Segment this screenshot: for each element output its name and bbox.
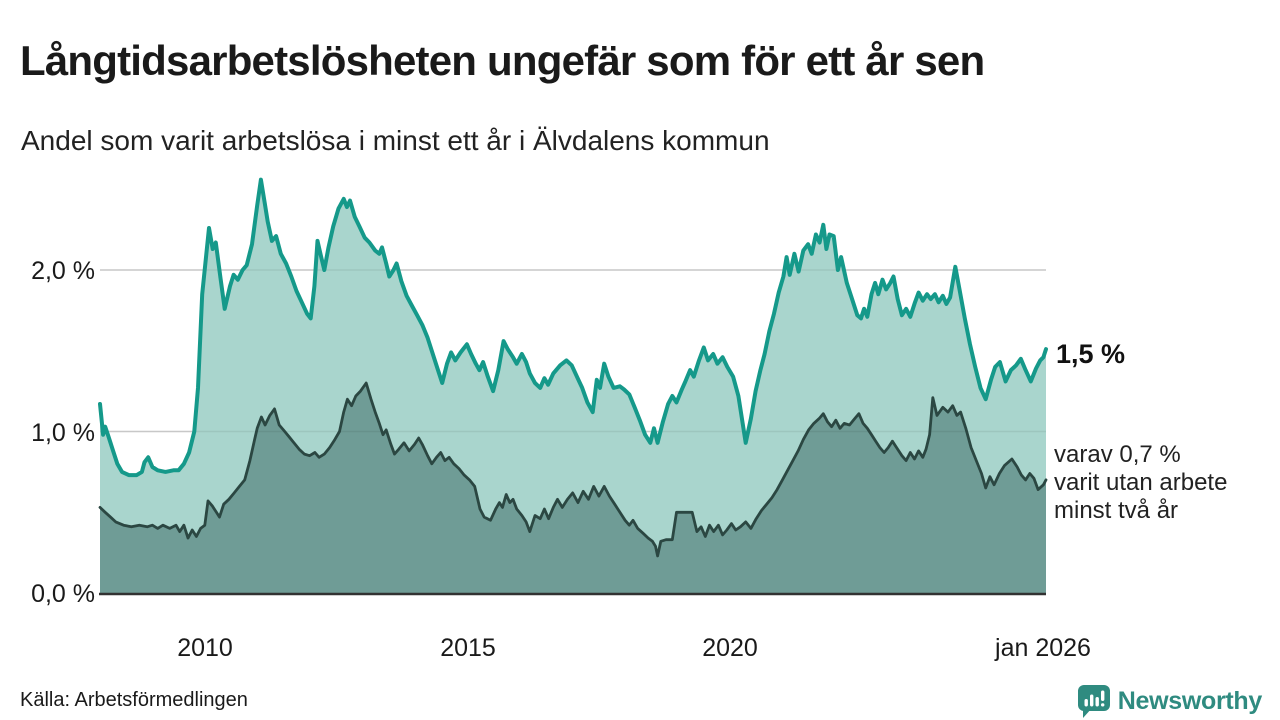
end-value-label: 1,5 % (1056, 339, 1126, 369)
x-tick-2015: 2015 (440, 634, 496, 662)
series-two-annotation: varav 0,7 % varit utan arbete minst två … (1054, 441, 1228, 524)
newsworthy-logo: Newsworthy (1077, 684, 1262, 719)
x-tick-2010: 2010 (177, 634, 233, 662)
y-tick-0: 0,0 % (31, 580, 95, 608)
x-tick-2020: 2020 (702, 634, 758, 662)
newsworthy-logo-icon (1077, 685, 1110, 718)
source-text: Källa: Arbetsförmedlingen (20, 689, 248, 711)
x-tick-jan-2026: jan 2026 (995, 634, 1091, 662)
chart-title: Långtidsarbetslösheten ungefär som för e… (20, 37, 985, 85)
y-tick-2: 2,0 % (31, 257, 95, 285)
newsworthy-logo-text: Newsworthy (1117, 687, 1263, 715)
series-min-two-years-area (100, 383, 1046, 593)
chart-subtitle: Andel som varit arbetslösa i minst ett å… (21, 125, 770, 156)
y-tick-1: 1,0 % (31, 419, 95, 447)
series-min-one-year-line (98, 177, 1048, 478)
series-min-two-years-line (98, 381, 1048, 558)
